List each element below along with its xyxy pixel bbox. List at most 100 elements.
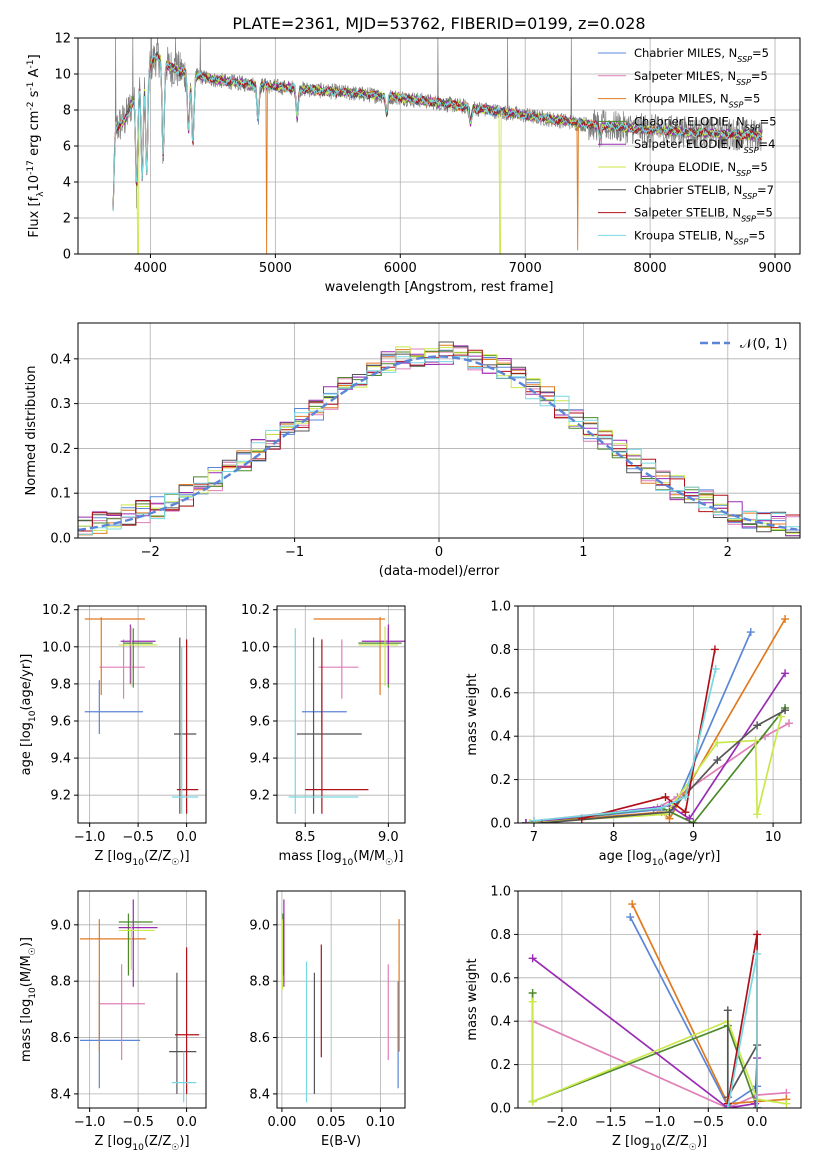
y-tick-label: 10.0: [42, 640, 71, 655]
x-axis-label: wavelength [Angstrom, rest frame]: [325, 280, 554, 295]
errorbar-salpeter-elodie: [361, 624, 405, 684]
y-tick-label: 6: [63, 140, 71, 155]
y-axis-label: mass weight: [465, 958, 480, 1040]
y-tick-label: 4: [63, 176, 71, 191]
x-tick-label: −0.5: [122, 1115, 154, 1130]
x-tick-label: 7: [530, 830, 538, 845]
errorbar-kroupa-elodie: [118, 924, 155, 970]
legend-entry-salpeter-stelib: Salpeter STELIB, NSSP=5: [634, 206, 773, 224]
weight-line-salpeter-elodie: [532, 957, 758, 1108]
y-tick-label: 9.8: [249, 677, 270, 692]
errorbar-kroupa-elodie: [358, 626, 399, 686]
x-tick-label: −0.5: [122, 830, 154, 845]
x-tick-label: −1.0: [74, 830, 106, 845]
errorbar-salpeter-elodie: [118, 899, 158, 987]
weight-point-kroupa-miles: [781, 615, 790, 624]
spectrum-panel: 4000 5000 6000 7000 8000 9000 0 2 4 6 8 10 12 wavelen…: [26, 14, 801, 295]
weight-point-chabrier-elodie: [689, 819, 698, 823]
y-tick-label: 0.1: [50, 487, 71, 502]
weight-point-chabrier-stelib: [665, 808, 674, 817]
y-tick-label: 10.2: [241, 603, 270, 618]
axes-frame: [77, 605, 207, 824]
weight-point-chabrier-stelib: [713, 756, 722, 765]
errorbar-kroupa-stelib: [172, 646, 199, 814]
axes-frame: [517, 605, 802, 824]
weight-point-kroupa-stelib: [723, 1104, 732, 1108]
axes-frame: [276, 890, 406, 1109]
y-tick-label: 0.6: [490, 971, 511, 986]
plot-area: [84, 617, 199, 814]
weight-point-kroupa-elodie: [528, 1097, 537, 1106]
y-tick-label: 8.6: [50, 1031, 71, 1046]
weight-line-salpeter-miles: [532, 1020, 787, 1108]
weight-point-kroupa-stelib: [711, 664, 720, 673]
axes-frame: [77, 890, 207, 1109]
x-tick-label: 8: [610, 830, 618, 845]
y-tick-label: 9.6: [249, 714, 270, 729]
errorbar-chabrier-miles: [84, 680, 143, 734]
errorbar-kroupa-miles: [79, 919, 146, 1052]
errorbar-chabrier-miles: [79, 981, 141, 1089]
y-tick-label: 8.8: [50, 975, 71, 990]
y-tick-label: 0.3: [50, 397, 71, 412]
weight-point-chabrier-stelib: [723, 1006, 732, 1015]
x-axis-label: age [log10(age/yr)]: [599, 849, 721, 868]
y-axis-label: mass weight: [465, 673, 480, 755]
mass-weight-vs-age-panel: 7 8 9 10 0.0 0.2 0.4 0.6 0.8 1.0 age [log10(age/yr…: [465, 600, 802, 868]
y-tick-label: 0.8: [490, 928, 511, 943]
legend-entry-kroupa-miles: Kroupa MILES, NSSP=5: [634, 92, 760, 110]
weight-point-kroupa-elodie: [777, 712, 786, 721]
y-tick-label: 8: [63, 104, 71, 119]
weight-line-salpeter-elodie: [525, 672, 786, 823]
age-vs-mass-panel: 8.5 9.0 9.2 9.4 9.6 9.8 10.0 10.2 mass [log10(M/…: [241, 603, 406, 868]
y-tick-label: 1.0: [490, 885, 511, 900]
y-tick-label: 8.6: [249, 1031, 270, 1046]
legend-entry-kroupa-elodie: Kroupa ELODIE, NSSP=5: [634, 160, 768, 178]
weight-point-salpeter-stelib: [753, 930, 762, 939]
legend-entry-chabrier-miles: Chabrier MILES, NSSP=5: [634, 46, 769, 64]
weight-line-kroupa-stelib: [533, 668, 717, 822]
y-tick-label: 9.0: [50, 918, 71, 933]
gaussian-reference-curve: [78, 355, 798, 532]
plot-area: [78, 341, 800, 537]
legend-entry-salpeter-elodie: Salpeter ELODIE, NSSP=4: [634, 137, 775, 155]
weight-point-chabrier-miles: [626, 913, 635, 922]
x-axis-label: Z [log10(Z/Z☉)]: [94, 1134, 189, 1153]
weight-point-kroupa-stelib: [529, 816, 538, 823]
legend-entry-chabrier-stelib: Chabrier STELIB, NSSP=7: [634, 183, 774, 201]
legend-entry-salpeter-miles: Salpeter MILES, NSSP=5: [634, 69, 768, 87]
x-tick-label: 10: [765, 830, 782, 845]
errorbar-salpeter-miles: [99, 964, 145, 1061]
x-axis-label: mass [log10(M/M☉)]: [279, 849, 404, 868]
x-tick-label: −1.5: [595, 1115, 627, 1130]
errorbar-salpeter-stelib: [174, 947, 200, 1094]
errorbar-kroupa-miles: [313, 617, 386, 696]
errorbar-chabrier-elodie: [123, 628, 153, 688]
y-tick-label: 12: [54, 32, 71, 47]
x-axis-label: (data-model)/error: [379, 564, 500, 579]
weight-point-kroupa-elodie: [751, 736, 760, 745]
y-tick-label: 0.6: [490, 686, 511, 701]
legend-entry-chabrier-elodie: Chabrier ELODIE, NSSP=5: [634, 114, 777, 131]
weight-point-chabrier-miles: [746, 628, 755, 637]
errorbar-chabrier-elodie: [118, 913, 153, 976]
plot-area: [288, 617, 405, 814]
y-tick-label: 0.0: [490, 1102, 511, 1117]
y-tick-label: 9.6: [50, 714, 71, 729]
x-axis-label: Z [log10(Z/Z☉)]: [612, 1134, 707, 1153]
residuals-histogram-panel: −2 −1 0 1 2 0.0 0.1 0.2 0.3 0.4 (data-model)/error…: [24, 322, 801, 579]
x-tick-label: 0.0: [176, 830, 197, 845]
weight-line-kroupa-elodie: [529, 716, 782, 823]
x-tick-label: 9.0: [378, 830, 399, 845]
plot-area: [79, 899, 200, 1103]
plot-area: [521, 615, 794, 823]
weight-point-salpeter-elodie: [528, 954, 537, 963]
x-tick-label: −2: [141, 545, 160, 560]
weight-point-kroupa-stelib: [753, 1104, 762, 1108]
residual-histogram-salpeter-elodie: [78, 345, 800, 537]
weight-point-kroupa-elodie: [713, 738, 722, 747]
x-tick-label: −0.5: [693, 1115, 725, 1130]
weight-point-salpeter-stelib: [681, 808, 690, 817]
legend: Chabrier MILES, NSSP=5 Salpeter MILES, NS…: [598, 46, 777, 246]
